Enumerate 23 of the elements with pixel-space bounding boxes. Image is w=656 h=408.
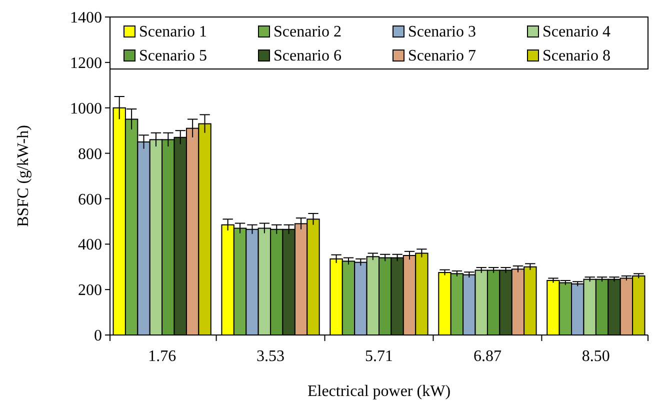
y-axis-title: BSFC (g/kW-h) <box>15 125 32 227</box>
legend-label: Scenario 6 <box>274 48 342 65</box>
y-tick-label: 400 <box>78 236 102 254</box>
legend-label: Scenario 5 <box>139 48 207 65</box>
x-tick-label: 1.76 <box>148 348 176 365</box>
y-tick-label: 0 <box>94 328 102 345</box>
y-tick-label: 1000 <box>70 100 102 118</box>
y-tick-label: 1200 <box>70 55 102 72</box>
x-axis-title: Electrical power (kW) <box>307 383 451 400</box>
y-tick-label: 600 <box>78 191 102 208</box>
legend-label: Scenario 1 <box>139 24 207 41</box>
legend-label: Scenario 3 <box>408 24 476 41</box>
legend-label: Scenario 2 <box>274 24 342 41</box>
y-tick-label: 1400 <box>70 10 102 27</box>
legend-label: Scenario 8 <box>542 48 610 65</box>
legend-label: Scenario 4 <box>542 24 610 41</box>
y-tick-label: 200 <box>78 282 102 300</box>
x-tick-label: 8.50 <box>582 348 610 365</box>
x-tick-label: 6.87 <box>473 348 502 365</box>
x-tick-label: 5.71 <box>365 348 393 365</box>
x-tick-label: 3.53 <box>256 348 285 365</box>
y-tick-label: 800 <box>78 146 102 163</box>
legend-label: Scenario 7 <box>408 48 476 65</box>
